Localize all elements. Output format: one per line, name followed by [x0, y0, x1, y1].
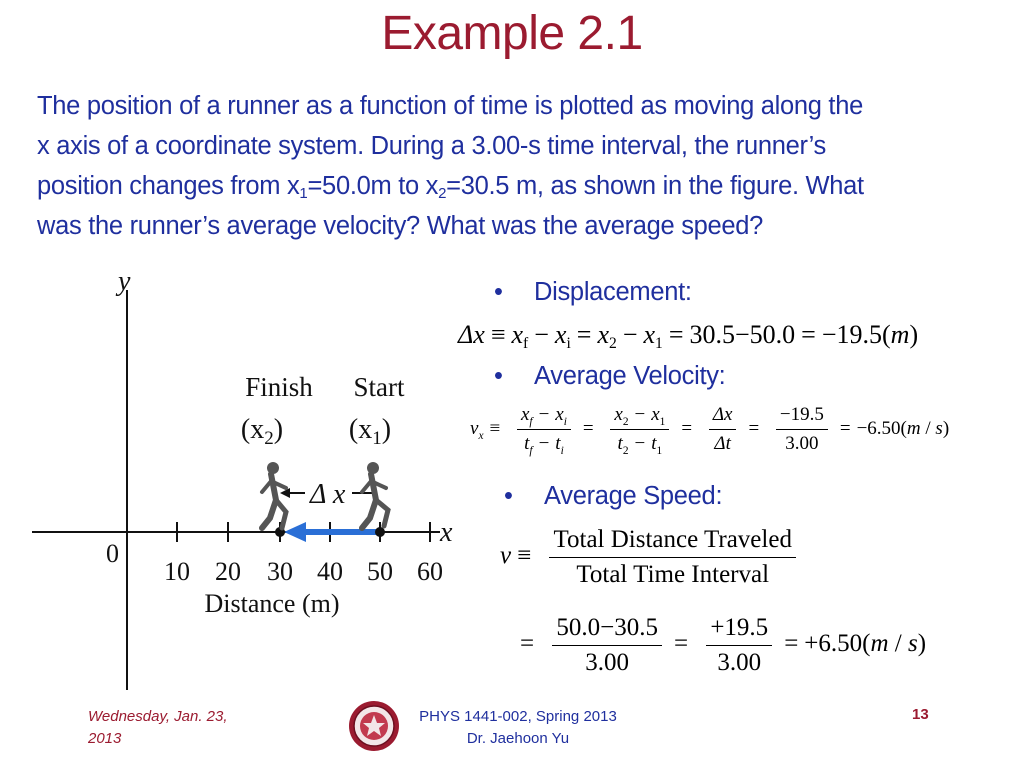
footer-instructor: Dr. Jaehoon Yu — [466, 730, 570, 747]
tick-label-20: 20 — [215, 557, 241, 586]
runner-finish-icon — [259, 462, 289, 531]
bullet-dot: • — [504, 482, 513, 510]
origin-label: 0 — [106, 539, 119, 568]
delta-x-arrowhead — [280, 488, 290, 498]
runner-figure: y x 0 10 20 30 40 50 60 Distance (m) Fin… — [32, 266, 453, 690]
finish-x2-label: (x2) — [241, 414, 283, 449]
displacement-equation: Δx ≡ xf − xi = x2− x1 = 30.5−50.0 = −19.5(m) — [458, 320, 919, 352]
problem-line-3: position changes from x1=50.0m to x2=30.… — [37, 172, 864, 202]
page-number: 13 — [912, 706, 929, 723]
speed-fraction-2: 50.0−30.5 3.00 — [552, 614, 662, 677]
bullet-average-speed: • Average Speed: — [504, 482, 723, 511]
average-speed-label: Average Speed: — [544, 482, 723, 510]
bullet-dot: • — [494, 278, 503, 306]
x-axis-label: x — [439, 517, 453, 548]
tick-label-60: 60 — [417, 557, 443, 586]
start-label: Start — [354, 372, 405, 402]
problem-line-1: The position of a runner as a function o… — [37, 92, 863, 120]
slide-title: Example 2.1 — [381, 7, 643, 60]
velocity-fraction-2: x2− x1 t2− t1 — [610, 404, 670, 457]
tick-label-40: 40 — [317, 557, 343, 586]
runner-start-icon — [359, 462, 391, 531]
speed-calculation: = 50.0−30.5 3.00 = +19.5 3.00 = +6.50(m /… — [520, 614, 927, 677]
speed-definition-fraction: Total Distance Traveled Total Time Inter… — [549, 526, 796, 589]
displacement-arrowhead — [284, 522, 306, 542]
university-seal-icon — [349, 701, 399, 751]
average-velocity-label: Average Velocity: — [534, 362, 726, 390]
finish-label: Finish — [245, 372, 313, 402]
footer-course-info: PHYS 1441-002, Spring 2013 Dr. Jaehoon Y… — [408, 706, 628, 750]
start-x1-label: (x1) — [349, 414, 391, 449]
velocity-fraction-1: xf − xi tf − ti — [516, 404, 571, 457]
speed-fraction-3: +19.5 3.00 — [706, 614, 773, 677]
tick-label-50: 50 — [367, 557, 393, 586]
problem-line-4: was the runner’s average velocity? What … — [37, 212, 764, 240]
speed-definition: v ≡ Total Distance Traveled Total Time In… — [500, 526, 802, 589]
displacement-label: Displacement: — [534, 278, 692, 306]
footer-date: Wednesday, Jan. 23, 2013 — [88, 708, 228, 747]
bullet-dot: • — [494, 362, 503, 390]
problem-statement: The position of a runner as a function o… — [37, 86, 997, 246]
bullet-displacement: • Displacement: — [494, 278, 692, 307]
velocity-fraction-3: Δx Δt — [708, 404, 737, 455]
problem-line-2: x axis of a coordinate system. During a … — [37, 132, 826, 160]
bullet-average-velocity: • Average Velocity: — [494, 362, 726, 391]
velocity-equation: vx ≡ xf − xi tf − ti = x2− x1 t2− t1 = Δx Δt = … — [470, 404, 950, 457]
velocity-fraction-4: −19.5 3.00 — [775, 404, 828, 455]
start-point — [375, 527, 385, 537]
tick-label-10: 10 — [164, 557, 190, 586]
footer-course-name: PHYS 1441-002, Spring 2013 — [419, 708, 617, 725]
distance-axis-title: Distance (m) — [204, 589, 339, 618]
y-axis-label: y — [115, 266, 131, 297]
tick-label-30: 30 — [267, 557, 293, 586]
delta-x-label: Δ x — [309, 479, 346, 510]
